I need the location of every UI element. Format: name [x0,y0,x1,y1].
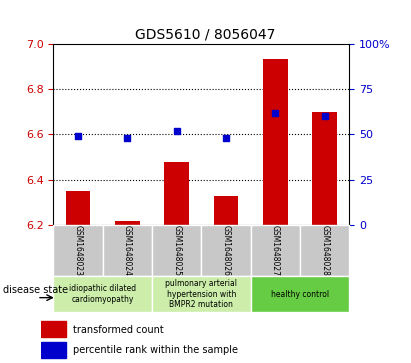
FancyBboxPatch shape [251,276,349,312]
Text: GSM1648026: GSM1648026 [222,225,231,276]
FancyBboxPatch shape [152,276,251,312]
Point [124,135,131,141]
FancyBboxPatch shape [53,225,103,276]
Text: GDS5610 / 8056047: GDS5610 / 8056047 [135,27,276,41]
Point [223,135,229,141]
Bar [41,321,66,337]
Bar [164,162,189,225]
Text: GSM1648023: GSM1648023 [74,225,83,276]
Point [75,133,81,139]
Text: GSM1648028: GSM1648028 [320,225,329,276]
Text: GSM1648025: GSM1648025 [172,225,181,276]
Bar [214,196,238,225]
Text: GSM1648027: GSM1648027 [271,225,280,276]
FancyBboxPatch shape [251,225,300,276]
Bar [115,221,140,225]
Text: idiopathic dilated
cardiomyopathy: idiopathic dilated cardiomyopathy [69,284,136,304]
FancyBboxPatch shape [53,276,152,312]
FancyBboxPatch shape [201,225,251,276]
Text: GSM1648024: GSM1648024 [123,225,132,276]
Text: disease state: disease state [3,285,68,295]
Text: transformed count: transformed count [73,325,163,335]
Point [321,113,328,119]
Text: percentile rank within the sample: percentile rank within the sample [73,345,238,355]
Point [272,110,279,115]
FancyBboxPatch shape [152,225,201,276]
Text: pulmonary arterial
hypertension with
BMPR2 mutation: pulmonary arterial hypertension with BMP… [165,279,238,309]
FancyBboxPatch shape [300,225,349,276]
Bar [66,191,90,225]
FancyBboxPatch shape [103,225,152,276]
Text: healthy control: healthy control [271,290,329,298]
Bar [312,111,337,225]
Bar [263,60,288,225]
Bar [41,342,66,358]
Point [173,128,180,134]
